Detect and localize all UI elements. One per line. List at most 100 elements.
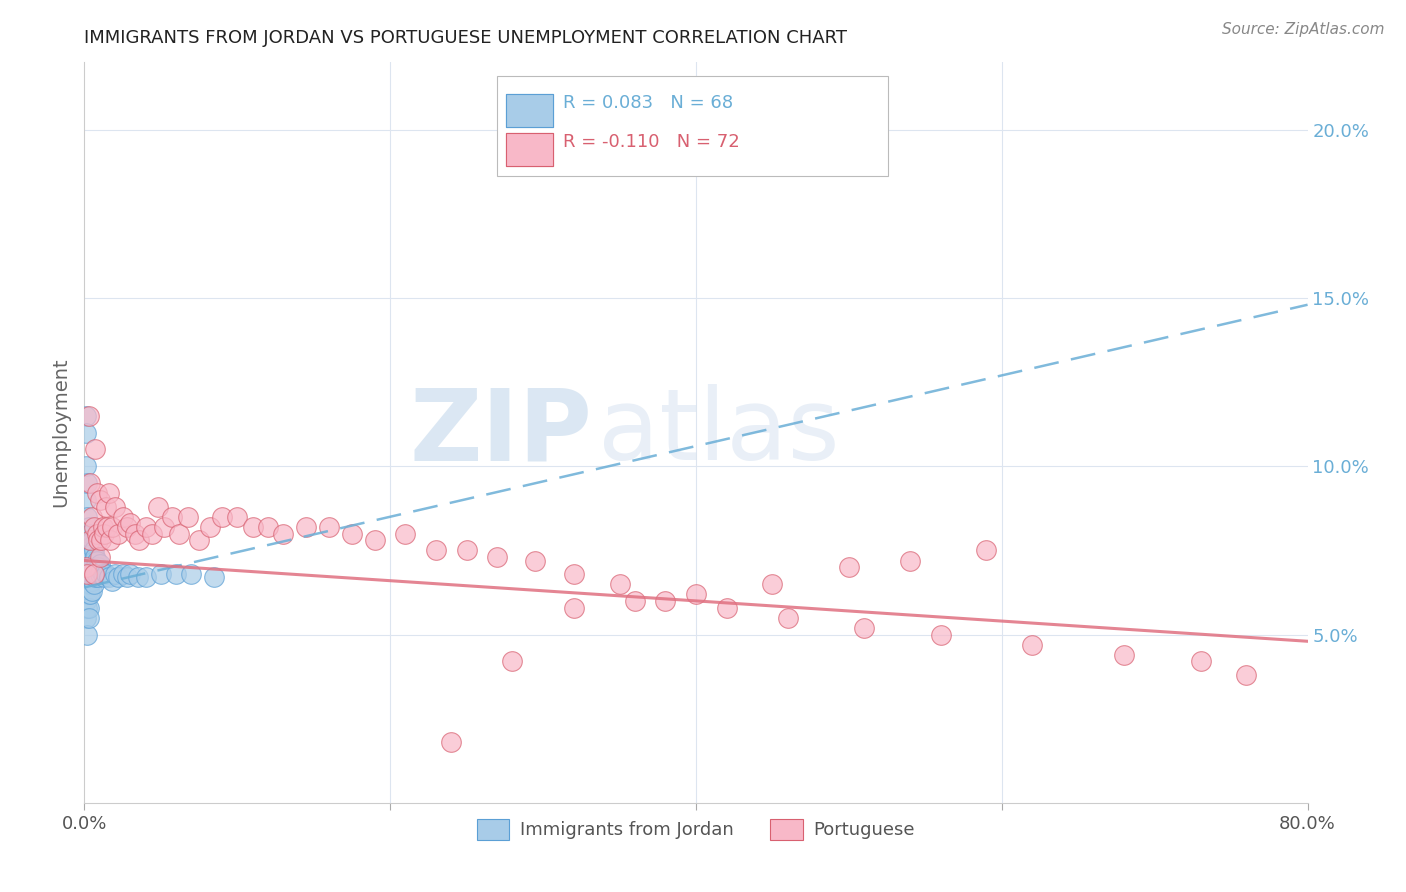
Point	[90, 533, 112, 548]
FancyBboxPatch shape	[506, 133, 553, 166]
Point	[76, 587, 98, 601]
Point	[364, 533, 387, 548]
Point	[1189, 655, 1212, 669]
Point	[76, 553, 98, 567]
Point	[104, 566, 127, 581]
Point	[76, 509, 98, 524]
Point	[80, 533, 103, 548]
Point	[80, 583, 103, 598]
Point	[96, 520, 118, 534]
Point	[135, 520, 157, 534]
Point	[524, 553, 547, 567]
Point	[76, 543, 98, 558]
Point	[160, 509, 183, 524]
Point	[75, 560, 97, 574]
Point	[115, 520, 138, 534]
Point	[425, 543, 447, 558]
Point	[93, 570, 115, 584]
Point	[86, 526, 108, 541]
Point	[77, 600, 100, 615]
Point	[149, 566, 172, 581]
Point	[107, 570, 129, 584]
Point	[929, 627, 952, 641]
Legend: Immigrants from Jordan, Portuguese: Immigrants from Jordan, Portuguese	[470, 812, 922, 847]
Point	[76, 627, 98, 641]
Text: IMMIGRANTS FROM JORDAN VS PORTUGUESE UNEMPLOYMENT CORRELATION CHART: IMMIGRANTS FROM JORDAN VS PORTUGUESE UNE…	[84, 29, 848, 47]
Point	[89, 566, 111, 581]
FancyBboxPatch shape	[506, 94, 553, 127]
Point	[89, 550, 111, 565]
Point	[75, 543, 97, 558]
Point	[79, 553, 101, 567]
Point	[838, 560, 860, 574]
Point	[83, 566, 105, 581]
Point	[853, 621, 876, 635]
Point	[90, 564, 112, 578]
Point	[1114, 648, 1136, 662]
Point	[111, 509, 134, 524]
Point	[75, 409, 97, 423]
Point	[83, 553, 105, 567]
Point	[761, 577, 783, 591]
Text: R = 0.083   N = 68: R = 0.083 N = 68	[562, 95, 733, 112]
Point	[562, 600, 585, 615]
Point	[79, 566, 101, 581]
Point	[146, 500, 169, 514]
Point	[127, 570, 149, 584]
Point	[76, 600, 98, 615]
Point	[83, 577, 105, 591]
Point	[77, 520, 100, 534]
Point	[83, 543, 105, 558]
Point	[79, 526, 101, 541]
Point	[84, 570, 107, 584]
Point	[84, 560, 107, 574]
Point	[84, 550, 107, 565]
Point	[440, 735, 463, 749]
Point	[77, 577, 100, 591]
Point	[165, 566, 187, 581]
Point	[486, 550, 509, 565]
Point	[226, 509, 249, 524]
Point	[177, 509, 200, 524]
Point	[86, 553, 108, 567]
Point	[257, 520, 280, 534]
Point	[80, 509, 103, 524]
Point	[87, 560, 110, 574]
Point	[271, 526, 294, 541]
Point	[98, 533, 121, 548]
Point	[318, 520, 340, 534]
FancyBboxPatch shape	[496, 76, 889, 176]
Point	[104, 500, 127, 514]
Point	[76, 476, 98, 491]
Point	[86, 566, 108, 581]
Point	[153, 520, 176, 534]
Point	[654, 594, 676, 608]
Point	[502, 655, 524, 669]
Point	[120, 566, 142, 581]
Point	[75, 425, 97, 440]
Point	[124, 526, 146, 541]
Point	[202, 570, 225, 584]
Point	[83, 520, 105, 534]
Point	[94, 566, 117, 581]
Point	[75, 459, 97, 474]
Point	[242, 520, 264, 534]
Point	[77, 543, 100, 558]
Point	[79, 476, 101, 491]
Point	[198, 520, 221, 534]
Point	[75, 492, 97, 507]
Point	[898, 553, 921, 567]
Y-axis label: Unemployment: Unemployment	[52, 358, 70, 508]
Point	[120, 516, 142, 531]
Point	[976, 543, 998, 558]
Point	[80, 547, 103, 561]
Point	[76, 566, 98, 581]
Point	[624, 594, 647, 608]
Point	[89, 557, 111, 571]
Point	[776, 610, 799, 624]
Point	[456, 543, 478, 558]
Point	[685, 587, 707, 601]
Point	[135, 570, 157, 584]
Point	[80, 574, 103, 588]
Point	[84, 442, 107, 457]
